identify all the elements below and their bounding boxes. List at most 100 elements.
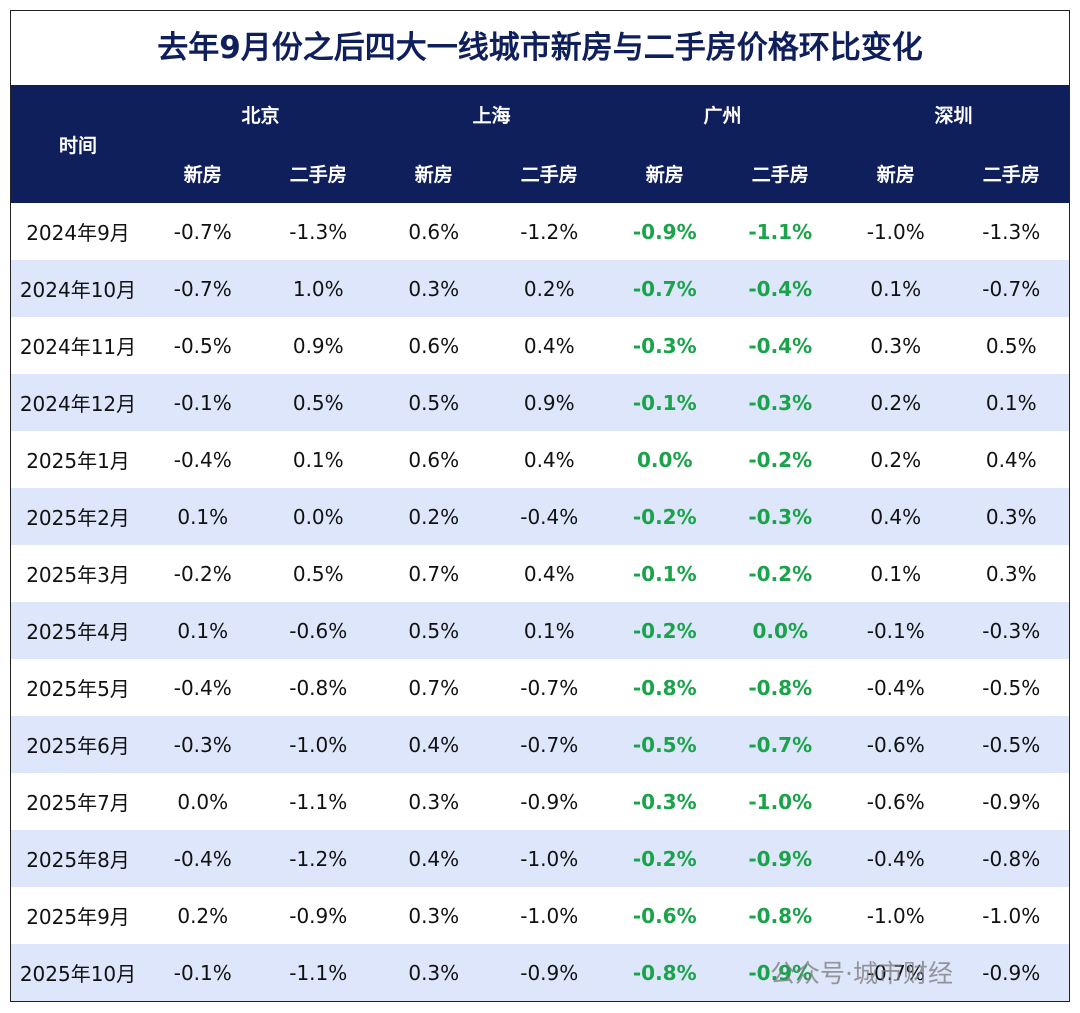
header-row: 时间 北京 上海 广州 深圳 (11, 85, 1069, 203)
data-row: 2025年3月 -0.2% 0.5% 0.7% 0.4% -0.1% -0.2% 0.1% 0.… (11, 545, 1069, 602)
data-row: 2025年2月 0.1% 0.0% 0.2% -0.4% -0.2% -0.3% 0.4% 0.… (11, 488, 1069, 545)
value-cell: -0.3% (953, 602, 1069, 659)
value-cell: 0.7% (408, 561, 460, 586)
value-cell: -0.5% (953, 716, 1069, 773)
sub-header: 二手房 (722, 144, 838, 203)
value-cell: -0.5% (173, 333, 232, 358)
data-row: 2024年9月 -0.7% -1.3% 0.6% -1.2% -0.9% -1.1% -1.0… (11, 203, 1069, 260)
subheader-row: 新房 二手房 新房 二手房 新房 二手房 新房 二手房 (11, 144, 1069, 203)
value-cell: -0.5% (607, 716, 723, 773)
value-cell: 0.4% (523, 333, 575, 358)
value-cell: 0.3% (870, 333, 922, 358)
value-cell: 1.0% (260, 260, 376, 317)
value-cell: -0.7% (173, 219, 232, 244)
month-cell: 2025年8月 (11, 830, 145, 887)
value-cell: -0.5% (982, 675, 1041, 700)
value-cell: 0.0% (177, 789, 229, 814)
value-cell: 0.5% (985, 333, 1037, 358)
value-cell: 0.3% (376, 260, 492, 317)
value-cell: -0.9% (722, 830, 838, 887)
value-cell: 0.6% (408, 447, 460, 472)
value-cell: -0.4% (748, 333, 813, 358)
value-cell: -1.0% (260, 716, 376, 773)
value-cell: 0.4% (376, 716, 492, 773)
data-row: 2025年10月 -0.1% -1.1% 0.3% -0.9% -0.8% -0.9% -0.… (11, 944, 1069, 1001)
city-header: 北京 (145, 85, 376, 144)
value-cell: -0.4% (722, 260, 838, 317)
value-cell: -0.8% (289, 675, 348, 700)
value-cell: 0.0% (722, 602, 838, 659)
value-cell: 0.1% (491, 602, 607, 659)
value-cell: -1.1% (748, 219, 813, 244)
sub-header: 新房 (376, 144, 492, 203)
value-cell: 0.6% (408, 219, 460, 244)
value-cell: 0.1% (292, 447, 344, 472)
value-cell: -0.2% (748, 561, 813, 586)
value-cell: -0.9% (289, 903, 348, 928)
sub-header: 新房 (607, 144, 723, 203)
value-cell: -0.9% (953, 944, 1069, 1001)
value-cell: 0.2% (870, 447, 922, 472)
value-cell: -0.4% (866, 675, 925, 700)
sub-header: 新房 (838, 144, 954, 203)
value-cell: 0.0% (637, 447, 693, 472)
sub-header: 二手房 (953, 144, 1069, 203)
month-cell: 2025年5月 (26, 677, 130, 701)
value-cell: -0.4% (173, 675, 232, 700)
value-cell: -0.6% (632, 903, 697, 928)
value-cell: -0.4% (491, 488, 607, 545)
value-cell: 0.5% (376, 374, 492, 431)
value-cell: 0.7% (408, 675, 460, 700)
value-cell: -0.6% (866, 789, 925, 814)
value-cell: 0.5% (260, 374, 376, 431)
value-cell: -0.3% (632, 333, 697, 358)
value-cell: 0.4% (523, 561, 575, 586)
value-cell: 0.3% (408, 903, 460, 928)
value-cell: -1.0% (866, 219, 925, 244)
value-cell: -0.9% (520, 789, 579, 814)
value-cell: 0.5% (292, 561, 344, 586)
value-cell: -1.0% (866, 903, 925, 928)
value-cell: -1.0% (748, 789, 813, 814)
value-cell: -0.6% (838, 716, 954, 773)
month-cell: 2025年4月 (11, 602, 145, 659)
value-cell: 0.9% (491, 374, 607, 431)
value-cell: -0.4% (145, 830, 261, 887)
city-header: 广州 (607, 85, 838, 144)
value-cell: -0.3% (145, 716, 261, 773)
value-cell: 0.0% (260, 488, 376, 545)
value-cell: -0.7% (145, 260, 261, 317)
value-cell: -0.2% (607, 830, 723, 887)
value-cell: 0.1% (838, 260, 954, 317)
value-cell: -0.8% (748, 675, 813, 700)
value-cell: 0.6% (408, 333, 460, 358)
title: 去年9月份之后四大一线城市新房与二手房价格环比变化 (157, 30, 923, 66)
value-cell: -0.7% (491, 716, 607, 773)
value-cell: 0.4% (523, 447, 575, 472)
month-cell: 2025年3月 (26, 563, 130, 587)
value-cell: -0.1% (145, 374, 261, 431)
data-row: 2025年4月 0.1% -0.6% 0.5% 0.1% -0.2% 0.0% -0.1% -0… (11, 602, 1069, 659)
data-row: 2024年10月 -0.7% 1.0% 0.3% 0.2% -0.7% -0.4% 0.1% -… (11, 260, 1069, 317)
value-cell: -0.9% (722, 944, 838, 1001)
value-cell: -1.3% (982, 219, 1041, 244)
value-cell: -0.8% (632, 675, 697, 700)
watermark: 公众号·城市财经 (770, 959, 953, 988)
value-cell: -0.2% (173, 561, 232, 586)
value-cell: -0.1% (838, 602, 954, 659)
sub-header: 二手房 (491, 144, 607, 203)
value-cell: -0.7% (838, 944, 954, 1001)
value-cell: -1.0% (520, 903, 579, 928)
value-cell: -0.1% (632, 561, 697, 586)
value-cell: 0.4% (985, 447, 1037, 472)
month-cell: 2024年9月 (26, 221, 130, 245)
data-row: 2025年5月 -0.4% -0.8% 0.7% -0.7% -0.8% -0.8% -0.4… (11, 659, 1069, 716)
price-table: 时间 北京 上海 广州 深圳 新房 二手房 新房 二手房 新房 二手房 新房 二手房 2024年9月 -0… (11, 85, 1069, 1001)
value-cell: -1.0% (491, 830, 607, 887)
value-cell: 0.5% (376, 602, 492, 659)
value-cell: -0.3% (722, 374, 838, 431)
value-cell: -0.9% (491, 944, 607, 1001)
city-header: 上海 (376, 85, 607, 144)
value-cell: 0.2% (838, 374, 954, 431)
value-cell: -1.1% (260, 944, 376, 1001)
